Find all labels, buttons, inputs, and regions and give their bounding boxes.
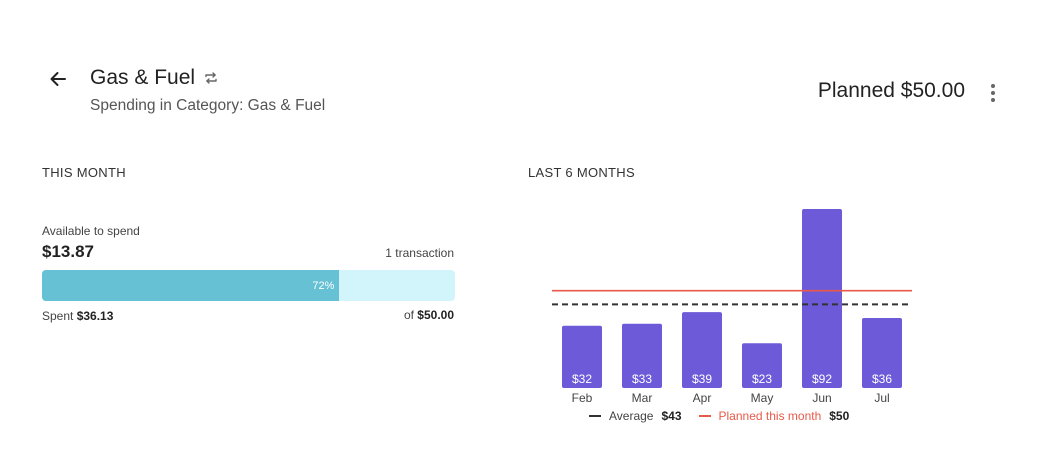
x-tick-label: Mar — [632, 391, 653, 405]
budget-total-value: $50.00 — [417, 308, 454, 322]
page-subtitle: Spending in Category: Gas & Fuel — [90, 97, 326, 114]
bar-value-label: $33 — [632, 372, 652, 386]
bar-value-label: $36 — [872, 372, 892, 386]
x-tick-label: May — [751, 391, 774, 405]
this-month-heading: THIS MONTH — [42, 165, 126, 180]
progress-percent: 72% — [312, 279, 335, 292]
spent-summary: Spent $36.13 — [42, 309, 113, 323]
bar-chart-svg: $32 Feb $33 Mar $39 Apr $23 May $92 Jun $36 Jul — [552, 209, 912, 405]
x-tick-label: Jun — [812, 391, 831, 405]
budget-progress-fill: 72% — [42, 270, 340, 301]
bar-apr — [682, 312, 722, 388]
average-line-swatch — [589, 415, 601, 417]
repeat-icon[interactable] — [203, 70, 219, 86]
bar-jul — [862, 317, 902, 388]
legend-planned-value: $50 — [829, 409, 850, 423]
last-six-months-heading: LAST 6 MONTHS — [528, 165, 635, 180]
legend-average-value: $43 — [661, 409, 682, 423]
bar-value-label: $23 — [752, 372, 772, 386]
page-title-row: Gas & Fuel — [90, 66, 219, 90]
spent-label: Spent — [42, 309, 74, 323]
more-vertical-icon — [991, 84, 995, 88]
spending-history-chart: $32 Feb $33 Mar $39 Apr $23 May $92 Jun $36 Jul — [540, 196, 920, 413]
bar-feb — [562, 325, 602, 388]
bar-value-label: $32 — [572, 372, 592, 386]
back-button[interactable] — [44, 65, 72, 93]
budget-progress-bar: 72% — [42, 270, 455, 301]
x-tick-label: Feb — [572, 391, 593, 405]
x-tick-label: Apr — [693, 391, 712, 405]
bar-jun — [802, 209, 842, 388]
planned-amount: Planned $50.00 — [817, 79, 965, 102]
legend-planned-label: Planned this month — [718, 409, 822, 423]
x-tick-label: Jul — [874, 391, 889, 405]
bar-value-label: $39 — [692, 372, 712, 386]
transaction-count-link[interactable]: 1 transaction — [385, 246, 454, 260]
budget-total: of $50.00 — [404, 308, 454, 322]
arrow-left-icon — [50, 72, 66, 86]
chart-legend: Average $43 Planned this month $50 — [589, 409, 866, 423]
bar-mar — [622, 323, 662, 388]
legend-average-label: Average — [609, 409, 654, 423]
bar-may — [742, 343, 782, 388]
planned-line-swatch — [698, 415, 711, 417]
available-value: $13.87 — [42, 242, 94, 261]
page-title: Gas & Fuel — [90, 66, 196, 89]
more-options-button[interactable] — [983, 80, 1003, 106]
available-label: Available to spend — [42, 224, 140, 238]
spent-value: $36.13 — [76, 309, 114, 323]
of-label: of — [403, 308, 414, 322]
bar-value-label: $92 — [812, 372, 832, 386]
